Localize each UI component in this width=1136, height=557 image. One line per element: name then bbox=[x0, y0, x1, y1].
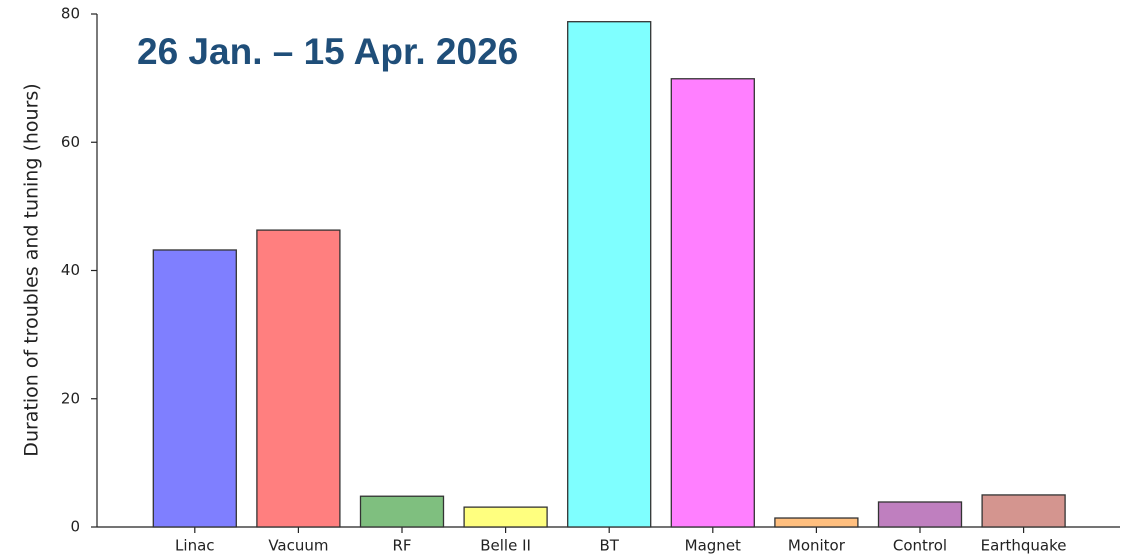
bar bbox=[152, 249, 237, 528]
bar bbox=[670, 78, 755, 528]
x-tick-label: Belle II bbox=[480, 537, 531, 555]
bar bbox=[567, 21, 652, 528]
x-tick-label: Vacuum bbox=[268, 537, 328, 555]
bar bbox=[877, 501, 963, 528]
chart-title: 26 Jan. – 15 Apr. 2026 bbox=[137, 31, 518, 72]
x-tick-label: BT bbox=[599, 537, 619, 555]
bar bbox=[774, 517, 859, 528]
y-tick-label: 20 bbox=[61, 389, 80, 407]
y-axis-label: Duration of troubles and tuning (hours) bbox=[21, 83, 43, 456]
y-tick-label: 60 bbox=[61, 133, 80, 151]
y-tick-label: 0 bbox=[70, 518, 80, 536]
bar bbox=[463, 506, 548, 528]
bar bbox=[981, 494, 1066, 528]
x-tick-label: Control bbox=[893, 537, 947, 555]
x-tick-label: RF bbox=[392, 537, 411, 555]
x-tick-label: Linac bbox=[175, 537, 214, 555]
bar bbox=[359, 495, 445, 528]
x-tick-label: Earthquake bbox=[981, 537, 1067, 555]
x-tick-label: Magnet bbox=[685, 537, 741, 555]
x-tick-label: Monitor bbox=[788, 537, 846, 555]
y-tick-label: 40 bbox=[61, 261, 80, 279]
bar bbox=[256, 229, 341, 528]
y-tick-label: 80 bbox=[61, 5, 80, 23]
